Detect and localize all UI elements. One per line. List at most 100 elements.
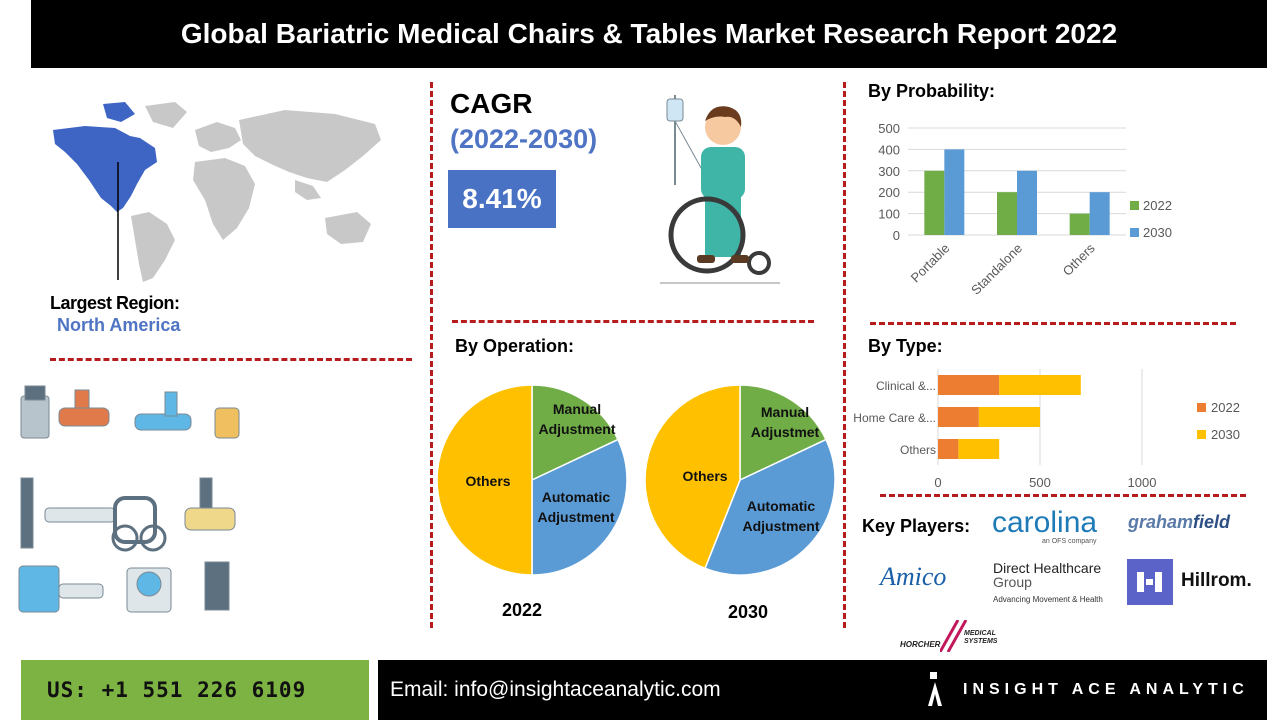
- cagr-value: 8.41%: [462, 183, 542, 214]
- hillrom-mark-icon: [1127, 559, 1173, 605]
- y-tick-label: Home Care &...: [853, 411, 936, 425]
- carolina-logo: carolina an OFS company: [992, 506, 1098, 546]
- divider: [880, 494, 1246, 497]
- dh-logo-line1: Direct Healthcare: [993, 560, 1102, 576]
- legend-swatch: [1197, 430, 1206, 439]
- type-bar-chart: 0 500 1000 Clinical &... Home Care &... Other…: [853, 369, 1240, 490]
- divider: [843, 82, 846, 628]
- pie-slice-2: [436, 384, 533, 576]
- amico-logo: Amico: [880, 562, 946, 592]
- y-tick-label: 0: [893, 228, 900, 243]
- horcher-logo-sub: MEDICAL SYSTEMS: [964, 630, 998, 645]
- y-tick-label: 400: [878, 142, 900, 157]
- divider: [452, 320, 814, 323]
- x-tick-label: 0: [934, 475, 941, 490]
- pie-slice-label: Adjustment: [538, 509, 615, 525]
- x-tick-label: Others: [1060, 240, 1099, 279]
- graham-logo-text: graham: [1128, 512, 1194, 532]
- pie-slice-label: Adjustment: [743, 518, 820, 534]
- y-tick-label: 500: [878, 121, 900, 136]
- probability-bar-chart: 0 100 200 300 400 500 Portable Standalone Others…: [878, 121, 1172, 298]
- medical-equipment-illustration: [18, 385, 240, 613]
- cagr-value-box: 8.41%: [448, 170, 556, 228]
- footer-brand: INSIGHT ACE ANALYTIC: [963, 681, 1249, 698]
- bar-2022-portable: [924, 170, 945, 235]
- footer-phone-bar: US: +1 551 226 6109: [21, 660, 369, 720]
- bar-2022-0: [938, 375, 1000, 395]
- bar-2030-others: [1089, 192, 1110, 235]
- y-tick-label: 300: [878, 164, 900, 179]
- wheelchair-patient-illustration: [660, 95, 780, 284]
- region-value: North America: [57, 315, 181, 335]
- dh-logo-line2: Group: [993, 574, 1032, 590]
- legend-swatch: [1197, 403, 1206, 412]
- x-tick-label: Portable: [908, 241, 953, 286]
- y-tick-label: Clinical &...: [876, 379, 936, 393]
- insight-ace-logo-icon: [928, 672, 942, 706]
- pie-slice-label: Automatic: [747, 498, 816, 514]
- pie-slice-1: [704, 438, 836, 576]
- pie-slice-0: [531, 384, 619, 482]
- y-tick-label: 200: [878, 185, 900, 200]
- bar-2022-1: [938, 407, 979, 427]
- operation-heading: By Operation:: [455, 336, 575, 356]
- legend-swatch: [1130, 201, 1139, 210]
- x-tick-label: Standalone: [968, 241, 1025, 298]
- legend-label: 2030: [1211, 427, 1240, 442]
- divider: [430, 82, 433, 628]
- field-logo-text: field: [1193, 512, 1231, 532]
- north-america-shape: [53, 126, 157, 212]
- pie-slice-label: Adjustment: [539, 421, 616, 437]
- dh-logo-tagline: Advancing Movement & Health: [993, 595, 1103, 604]
- pie-slice-0: [739, 384, 827, 482]
- bar-2030-1: [978, 407, 1040, 427]
- title-bar: Global Bariatric Medical Chairs & Tables…: [31, 0, 1267, 68]
- pie-slice-label: Others: [682, 468, 727, 484]
- legend-label: 2030: [1143, 225, 1172, 240]
- bar-2030-standalone: [1017, 170, 1037, 235]
- bar-2022-standalone: [997, 192, 1017, 235]
- cagr-years: (2022-2030): [450, 124, 598, 154]
- y-tick-label: 100: [878, 207, 900, 222]
- footer-email[interactable]: Email: info@insightaceanalytic.com: [390, 678, 721, 701]
- pie-slice-2: [644, 384, 741, 570]
- hillrom-logo-text: Hillrom.: [1181, 570, 1252, 591]
- key-players-heading: Key Players:: [862, 516, 971, 536]
- region-label: Largest Region:: [50, 293, 180, 313]
- bar-2030-0: [999, 375, 1081, 395]
- pie-slice-1: [531, 438, 628, 576]
- divider: [870, 322, 1236, 325]
- y-tick-label: Others: [900, 443, 936, 457]
- bar-2022-2: [938, 439, 959, 459]
- horcher-logo-text: HORCHER: [900, 640, 941, 649]
- x-tick-label: 500: [1029, 475, 1051, 490]
- pie-chart-2030: Manual Adjustmet Automatic Adjustment Others: [644, 384, 836, 576]
- pie-slice-label: Others: [465, 473, 510, 489]
- pie-slice-label: Automatic: [542, 489, 611, 505]
- page-title: Global Bariatric Medical Chairs & Tables…: [180, 18, 1118, 49]
- horcher-logo: HORCHER MEDICAL SYSTEMS: [900, 620, 1018, 652]
- legend-label: 2022: [1211, 400, 1240, 415]
- pie-2022-label: 2022: [502, 600, 543, 620]
- carolina-logo-sub: an OFS company: [1042, 538, 1097, 545]
- footer-phone[interactable]: US: +1 551 226 6109: [47, 678, 307, 702]
- legend-label: 2022: [1143, 198, 1172, 213]
- pie-chart-2022: Manual Adjustment Automatic Adjustment Other…: [436, 384, 628, 576]
- x-tick-label: 1000: [1128, 475, 1157, 490]
- bar-2030-portable: [944, 149, 965, 235]
- bar-2022-others: [1069, 213, 1090, 235]
- type-heading: By Type:: [868, 336, 943, 356]
- legend-swatch: [1130, 228, 1139, 237]
- probability-heading: By Probability:: [868, 81, 996, 101]
- amico-logo-text: Amico: [880, 562, 947, 591]
- footer-contact-bar: Email: info@insightaceanalytic.com INSIG…: [378, 660, 1267, 720]
- pie-2030-label: 2030: [728, 602, 769, 622]
- horcher-mark-icon: [940, 620, 968, 652]
- direct-healthcare-logo: Direct Healthcare Group Advancing Moveme…: [993, 561, 1103, 607]
- carolina-logo-text: carolina: [992, 506, 1098, 539]
- pie-slice-label: Adjustmet: [751, 424, 820, 440]
- pie-slice-label: Manual: [761, 404, 809, 420]
- world-map: [53, 102, 381, 282]
- divider: [50, 358, 412, 361]
- graham-field-logo: grahamfield: [1128, 512, 1230, 533]
